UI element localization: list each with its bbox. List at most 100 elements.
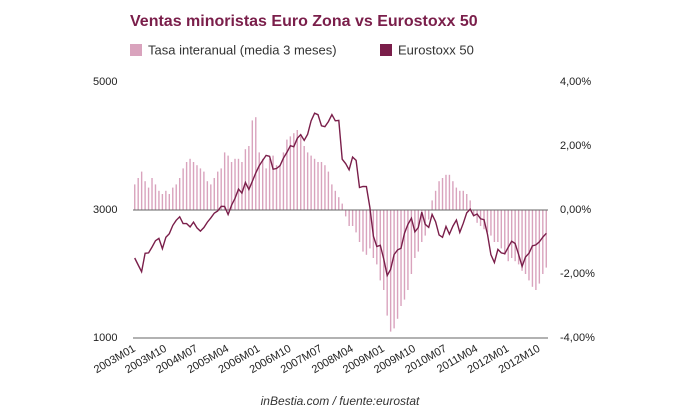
bar (441, 178, 444, 210)
bar (500, 210, 503, 249)
bar (196, 165, 198, 210)
bar (455, 187, 458, 210)
bar (227, 155, 229, 210)
legend-label: Tasa interanual (media 3 meses) (148, 42, 337, 57)
bar (421, 210, 423, 242)
y2-tick-label: 0,00% (560, 204, 591, 216)
bar (445, 174, 447, 210)
bar (248, 146, 250, 210)
y2-tick-label: 4,00% (560, 76, 591, 88)
bar (217, 171, 219, 210)
bar (383, 210, 385, 290)
bar (396, 210, 399, 319)
bar (469, 200, 471, 210)
bar (358, 210, 361, 242)
bar (434, 190, 437, 210)
bar (369, 210, 371, 249)
bar (403, 210, 406, 300)
bar (466, 194, 468, 210)
bar (293, 133, 295, 210)
bar (140, 171, 143, 210)
bar (199, 168, 202, 210)
bar (493, 210, 496, 242)
bar (144, 181, 146, 210)
bar (514, 210, 516, 262)
bar (244, 149, 247, 210)
bar (472, 210, 475, 217)
bar (344, 210, 347, 217)
bar (407, 210, 409, 290)
bar (448, 174, 451, 210)
bar (261, 158, 264, 210)
bar (376, 210, 378, 265)
bar (531, 210, 534, 287)
bar (517, 210, 520, 265)
bar (286, 139, 288, 210)
bar (134, 184, 136, 210)
bar (206, 181, 209, 210)
bar (431, 200, 433, 210)
chart-title: Ventas minoristas Euro Zona vs Eurostoxx… (130, 13, 478, 30)
bar (462, 190, 464, 210)
bar (185, 162, 188, 210)
bar (355, 210, 357, 233)
bar (265, 168, 267, 210)
bar (223, 152, 226, 210)
bar (476, 210, 478, 223)
y2-tick-label: -4,00% (560, 332, 595, 344)
bar (230, 162, 233, 210)
bar (459, 190, 461, 210)
bar (528, 210, 530, 281)
bar (241, 162, 243, 210)
bar (220, 168, 222, 210)
bar (331, 184, 333, 210)
bar (289, 136, 292, 210)
bar (510, 210, 513, 258)
bar (255, 117, 257, 210)
y2-tick-label: 2,00% (560, 140, 591, 152)
bar (203, 171, 205, 210)
bar (521, 210, 523, 271)
y2-tick-label: -2,00% (560, 268, 595, 280)
bar (393, 210, 395, 329)
y-tick-label: 1000 (93, 332, 117, 344)
bar (313, 158, 316, 210)
bar (272, 155, 274, 210)
bar (158, 190, 160, 210)
y-tick-label: 3000 (93, 204, 117, 216)
bar (234, 158, 236, 210)
legend-swatch (130, 44, 142, 56)
bar (427, 210, 430, 220)
line (134, 112, 547, 278)
bar (182, 168, 184, 210)
bar (258, 152, 260, 210)
bar (504, 210, 506, 255)
bar (268, 158, 271, 210)
bar (165, 190, 167, 210)
bar (524, 210, 527, 274)
bar (362, 210, 364, 252)
bar (168, 194, 171, 210)
bar (175, 184, 177, 210)
bar (303, 146, 305, 210)
bar (327, 171, 330, 210)
bar (282, 152, 285, 210)
bar (192, 162, 195, 210)
bar (251, 120, 254, 210)
bar (237, 158, 240, 210)
legend-label: Eurostoxx 50 (398, 42, 474, 57)
bar (490, 210, 492, 236)
bar (154, 184, 157, 210)
bar (535, 210, 537, 290)
bar (137, 178, 139, 210)
bar (300, 136, 302, 210)
bar (275, 165, 278, 210)
bar (507, 210, 509, 262)
bar (334, 190, 337, 210)
bar (452, 181, 454, 210)
bar (279, 165, 281, 210)
bar (324, 165, 326, 210)
bar (210, 184, 212, 210)
bar (438, 181, 440, 210)
